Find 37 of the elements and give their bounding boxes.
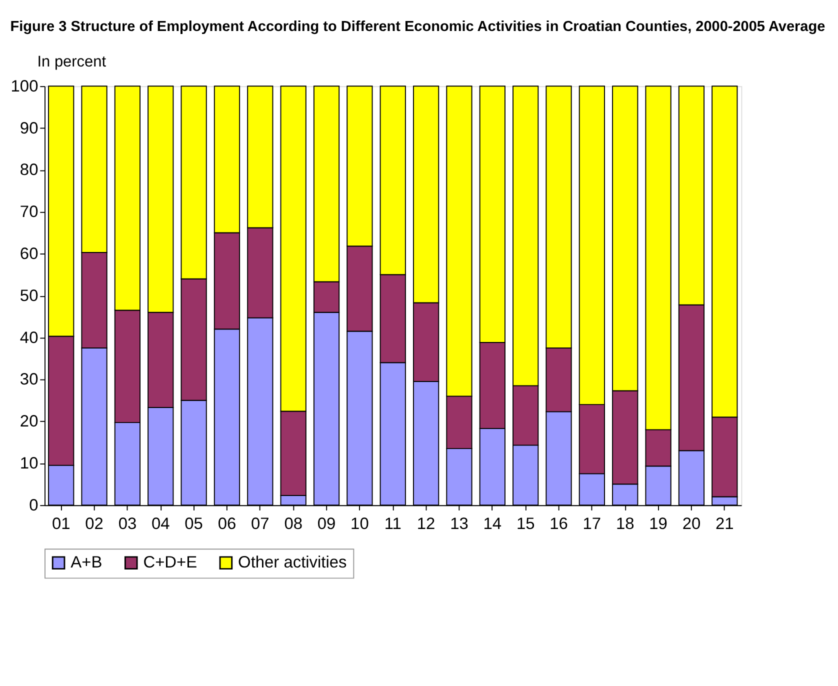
x-tick-label: 04	[151, 514, 170, 533]
legend-label: C+D+E	[143, 554, 198, 572]
x-tick-label: 15	[516, 514, 535, 533]
x-tick-label: 11	[384, 514, 402, 533]
x-tick-label: 12	[416, 514, 436, 533]
x-tick-label: 16	[550, 514, 568, 533]
y-tick-label: 20	[20, 412, 38, 431]
x-tick-label: 13	[450, 514, 468, 533]
legend-label: A+B	[70, 554, 102, 572]
y-tick-label: 40	[20, 328, 38, 347]
legend-label: Other activities	[238, 554, 347, 572]
y-tick-label: 70	[20, 203, 38, 222]
y-tick-label: 90	[20, 119, 38, 138]
x-tick-label: 17	[582, 514, 602, 533]
y-tick-label: 30	[20, 370, 38, 389]
x-tick-label: 21	[715, 514, 734, 533]
x-tick-label: 03	[118, 514, 137, 533]
x-tick-label: 05	[184, 514, 203, 533]
x-tick-label: 20	[682, 514, 701, 533]
y-tick-label: 80	[20, 161, 38, 180]
chart-title: Figure 3 Structure of Employment According to Different Economic Activities in Croatian Counties, 2000-2005 Average	[10, 18, 826, 35]
x-tick-label: 09	[317, 514, 336, 533]
x-tick-label: 02	[85, 514, 104, 533]
y-tick-label: 100	[10, 77, 38, 96]
x-tick-label: 07	[251, 514, 270, 533]
x-tick-label: 14	[483, 514, 502, 533]
x-tick-label: 01	[52, 514, 70, 533]
y-tick-label: 0	[29, 496, 38, 514]
x-tick-label: 19	[649, 514, 668, 533]
y-tick-label: 10	[20, 454, 38, 473]
x-tick-label: 10	[350, 514, 369, 533]
y-tick-label: 50	[20, 286, 38, 305]
x-tick-label: 18	[616, 514, 634, 533]
x-tick-label: 06	[218, 514, 236, 533]
y-tick-label: 60	[20, 245, 38, 264]
y-axis-title: In percent	[37, 53, 107, 70]
x-tick-label: 08	[284, 514, 302, 533]
